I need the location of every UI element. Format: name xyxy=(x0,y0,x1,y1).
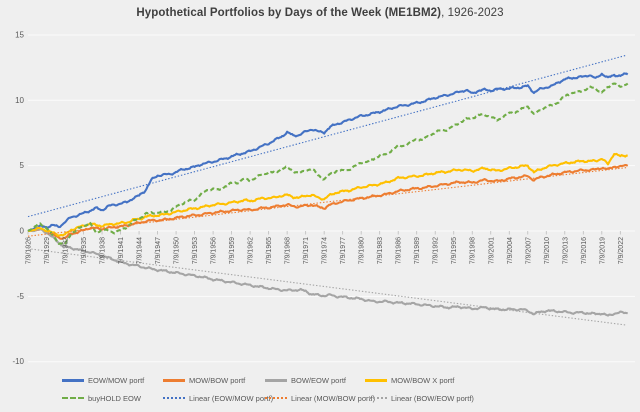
x-axis-label: 7/9/1926 xyxy=(26,237,33,264)
y-axis-label: 5 xyxy=(20,161,25,170)
x-axis-label: 7/9/1935 xyxy=(81,237,88,264)
chart-title-range: , 1926-2023 xyxy=(441,7,504,19)
x-axis-label: 7/9/1938 xyxy=(100,237,107,264)
x-axis-label: 7/9/2013 xyxy=(562,237,569,264)
y-axis-label: 10 xyxy=(15,96,24,105)
series-line-buyhold-eow xyxy=(27,82,629,246)
x-axis-label: 7/9/1953 xyxy=(192,237,199,264)
x-axis-label: 7/9/1989 xyxy=(414,237,421,264)
x-axis-label: 7/9/1956 xyxy=(211,237,218,264)
chart-title: Hypothetical Portfolios by Days of the W… xyxy=(0,7,640,19)
series-line-mow-bow-portf xyxy=(27,163,629,240)
trendline-linear-bow-eow-portf- xyxy=(27,248,627,326)
series-line-bow-eow-portf xyxy=(27,228,628,317)
trendline-linear-eow-mow-portf- xyxy=(27,54,627,218)
x-axis-label: 7/9/1974 xyxy=(322,237,329,264)
x-axis-label: 7/9/1959 xyxy=(229,237,236,264)
x-axis-label: 7/9/2022 xyxy=(618,237,625,264)
y-axis-label: 15 xyxy=(15,30,24,39)
x-axis-label: 7/9/1944 xyxy=(137,237,144,264)
x-axis-label: 7/9/1977 xyxy=(340,237,347,264)
x-axis-label: 7/9/2004 xyxy=(507,237,514,264)
x-axis-label: 7/9/2001 xyxy=(488,237,495,264)
x-axis-label: 7/9/1932 xyxy=(63,237,70,264)
x-axis-label: 7/9/1992 xyxy=(433,237,440,264)
x-axis-label: 7/9/1980 xyxy=(359,237,366,264)
x-axis-label: 7/9/1986 xyxy=(396,237,403,264)
x-axis-label: 7/9/1998 xyxy=(470,237,477,264)
series-line-mow-bow-x-portf xyxy=(27,152,628,237)
x-axis-label: 7/9/1971 xyxy=(303,237,310,264)
trendline-linear-mow-bow-portf- xyxy=(27,167,627,237)
x-axis-label: 7/9/1965 xyxy=(266,237,273,264)
series-line-eow-mow-portf xyxy=(27,72,629,232)
x-axis-label: 7/9/2010 xyxy=(544,237,551,264)
x-axis-label: 7/9/1983 xyxy=(377,237,384,264)
x-axis-label: 7/9/1929 xyxy=(44,237,51,264)
x-axis-label: 7/9/2007 xyxy=(525,237,532,264)
x-axis-label: 7/9/2016 xyxy=(581,237,588,264)
x-axis-label: 7/9/1968 xyxy=(285,237,292,264)
x-axis-label: 7/9/1941 xyxy=(118,237,125,264)
x-axis-label: 7/9/1947 xyxy=(155,237,162,264)
y-axis-label: -5 xyxy=(17,292,25,301)
chart-title-main: Hypothetical Portfolios by Days of the W… xyxy=(136,7,442,19)
x-axis-label: 7/9/1995 xyxy=(451,237,458,264)
x-axis-label: 7/9/2019 xyxy=(599,237,606,264)
y-axis-label: -10 xyxy=(12,357,24,366)
x-axis-label: 7/9/1962 xyxy=(248,237,255,264)
y-axis-label: 0 xyxy=(20,227,25,236)
x-axis-label: 7/9/1950 xyxy=(174,237,181,264)
